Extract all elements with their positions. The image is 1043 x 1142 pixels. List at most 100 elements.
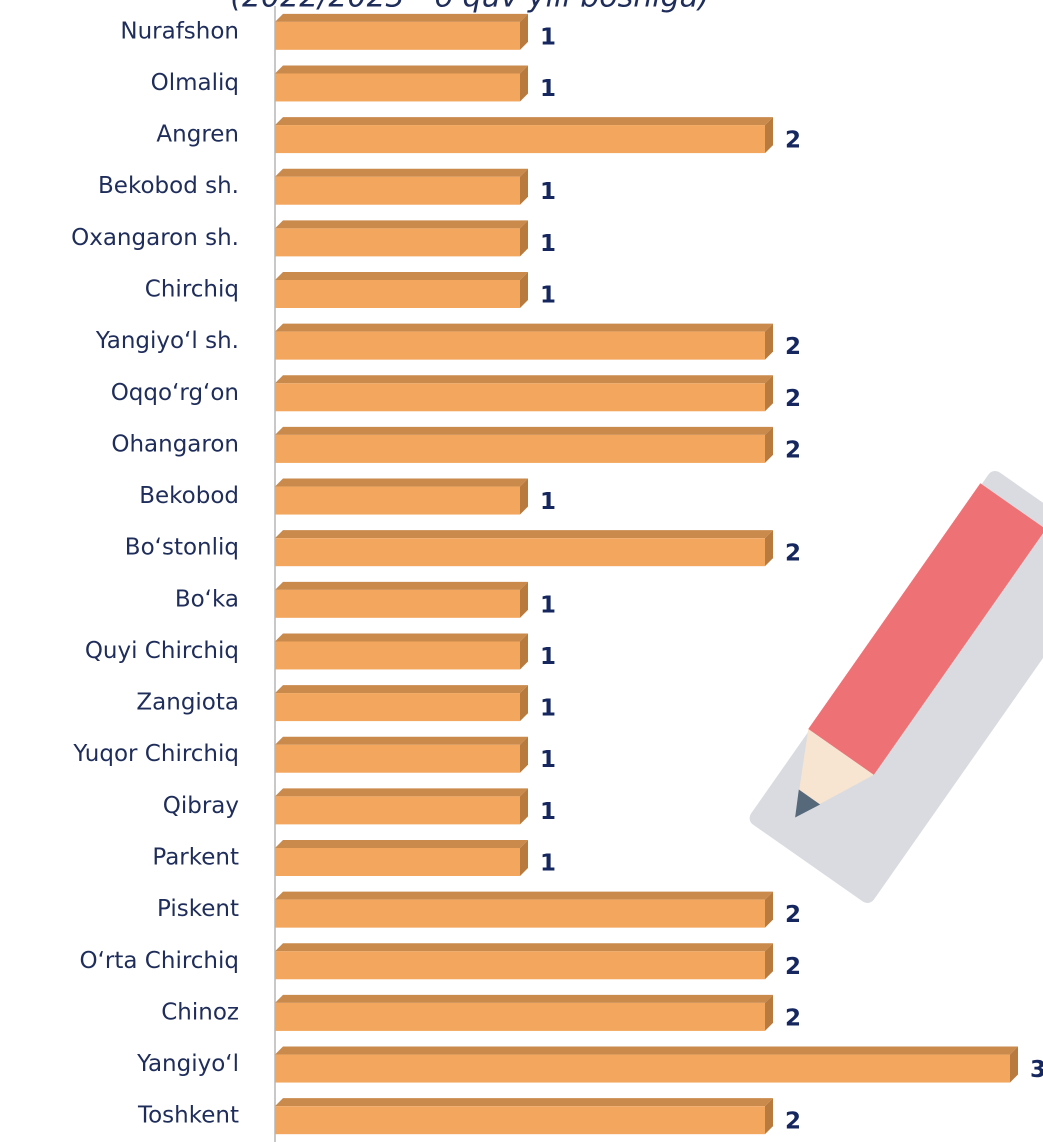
- bar: [275, 737, 528, 773]
- value-label: 1: [540, 231, 556, 257]
- value-label: 1: [540, 24, 556, 50]
- bar-top: [275, 427, 773, 435]
- y-tick-label: Zangiota: [136, 690, 239, 716]
- bar-top: [275, 1098, 773, 1106]
- value-label: 1: [540, 592, 556, 618]
- bar: [275, 220, 528, 256]
- bar-top: [275, 220, 528, 228]
- y-tick-label: Oqqo‘rg‘on: [111, 380, 239, 406]
- bar: [275, 840, 528, 876]
- value-label: 3: [1030, 1057, 1043, 1083]
- bar-front: [275, 177, 520, 205]
- bar-top: [275, 479, 528, 487]
- value-label: 2: [785, 541, 801, 567]
- bar-front: [275, 332, 765, 360]
- bar: [275, 272, 528, 308]
- bar-front: [275, 796, 520, 824]
- value-label: 1: [540, 283, 556, 309]
- bar-top: [275, 324, 773, 332]
- bar-top: [275, 530, 773, 538]
- y-tick-label: Chinoz: [161, 999, 239, 1025]
- bar-top: [275, 14, 528, 22]
- bar: [275, 943, 773, 979]
- y-tick-label: Nurafshon: [120, 18, 239, 44]
- chart: (2022/2023 - o‘quv yili boshiga) Nurafsh…: [0, 0, 1043, 1142]
- value-label: 1: [540, 179, 556, 205]
- y-tick-label: Olmaliq: [151, 70, 239, 96]
- y-tick-label: Qibray: [163, 793, 239, 819]
- bar-top: [275, 375, 773, 383]
- value-label: 1: [540, 799, 556, 825]
- y-tick-label: Bekobod: [139, 483, 239, 509]
- bar-front: [275, 22, 520, 50]
- bar: [275, 582, 528, 618]
- y-tick-label: Quyi Chirchiq: [85, 638, 239, 664]
- bar-front: [275, 538, 765, 566]
- bar-front: [275, 1106, 765, 1134]
- bar-front: [275, 641, 520, 669]
- bar: [275, 788, 528, 824]
- bar: [275, 995, 773, 1031]
- y-tick-label: Bo‘ka: [175, 586, 239, 612]
- chart-title: (2022/2023 - o‘quv yili boshiga): [230, 0, 709, 15]
- bar-front: [275, 125, 765, 153]
- value-label: 2: [785, 386, 801, 412]
- bar-front: [275, 900, 765, 928]
- bar-top: [275, 995, 773, 1003]
- value-label: 2: [785, 128, 801, 154]
- bar-top: [275, 685, 528, 693]
- y-tick-label: Chirchiq: [145, 277, 239, 303]
- bar-front: [275, 383, 765, 411]
- value-label: 2: [785, 1109, 801, 1135]
- value-label: 2: [785, 334, 801, 360]
- y-tick-label: Piskent: [157, 896, 239, 922]
- bar-top: [275, 582, 528, 590]
- bar-front: [275, 487, 520, 515]
- bar-front: [275, 73, 520, 101]
- y-tick-label: Yangiyo‘l sh.: [95, 328, 239, 354]
- bar: [275, 427, 773, 463]
- bar-front: [275, 435, 765, 463]
- y-tick-label: Angren: [156, 122, 239, 148]
- bar-front: [275, 590, 520, 618]
- bar-top: [275, 65, 528, 73]
- bar: [275, 14, 528, 50]
- bar-front: [275, 745, 520, 773]
- bar: [275, 1098, 773, 1134]
- bar-top: [275, 1047, 1018, 1055]
- bar: [275, 1047, 1018, 1083]
- bar-top: [275, 737, 528, 745]
- bar-top: [275, 272, 528, 280]
- y-tick-label: Yuqor Chirchiq: [72, 741, 239, 767]
- bar: [275, 65, 528, 101]
- bar-top: [275, 892, 773, 900]
- value-label: 1: [540, 696, 556, 722]
- y-tick-label: Bekobod sh.: [98, 173, 239, 199]
- value-label: 2: [785, 437, 801, 463]
- bar-top: [275, 943, 773, 951]
- y-tick-label: Oxangaron sh.: [71, 225, 239, 251]
- bar-front: [275, 693, 520, 721]
- bar-top: [275, 633, 528, 641]
- bar-front: [275, 1055, 1010, 1083]
- y-tick-label: Bo‘stonliq: [125, 535, 239, 561]
- bar: [275, 633, 528, 669]
- bar-front: [275, 280, 520, 308]
- y-tick-label: Parkent: [152, 845, 239, 871]
- value-label: 1: [540, 644, 556, 670]
- bar-front: [275, 951, 765, 979]
- value-label: 2: [785, 1005, 801, 1031]
- bar: [275, 117, 773, 153]
- bar: [275, 685, 528, 721]
- bar: [275, 479, 528, 515]
- value-label: 2: [785, 954, 801, 980]
- y-tick-label: Yangiyo‘l: [136, 1051, 239, 1077]
- decoration: [746, 468, 1043, 906]
- bar-top: [275, 840, 528, 848]
- value-label: 2: [785, 902, 801, 928]
- y-tick-label: Toshkent: [137, 1103, 239, 1129]
- bar: [275, 324, 773, 360]
- value-label: 1: [540, 747, 556, 773]
- y-tick-label: Ohangaron: [111, 431, 239, 457]
- bar: [275, 375, 773, 411]
